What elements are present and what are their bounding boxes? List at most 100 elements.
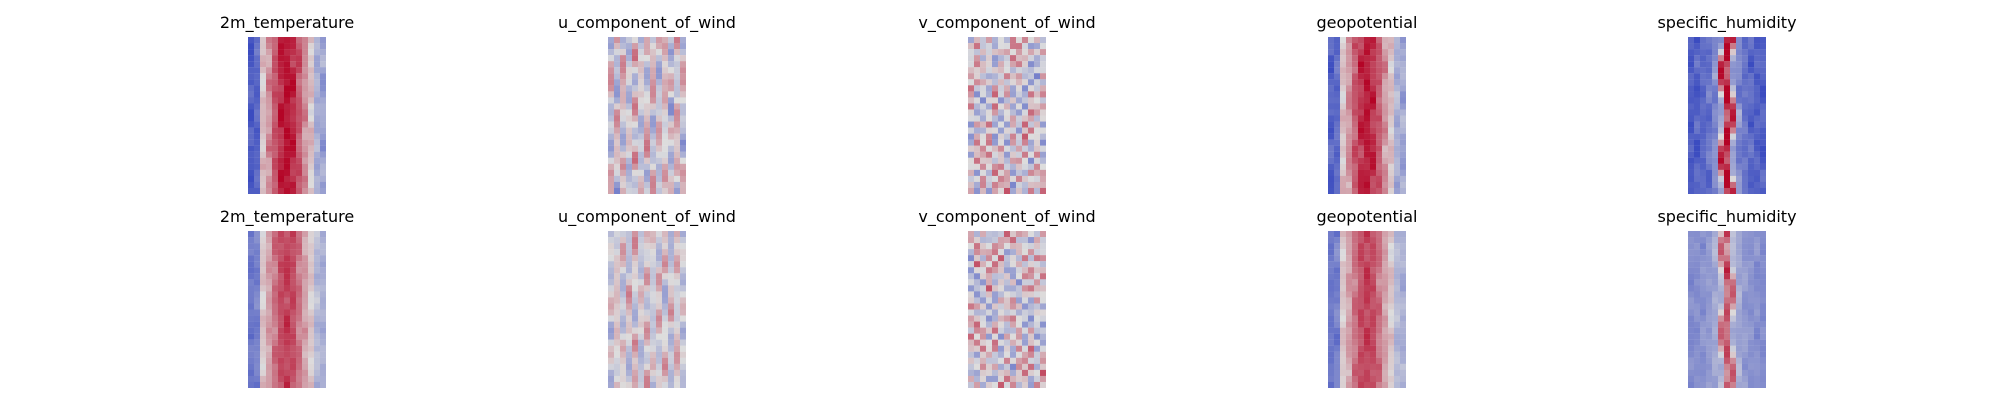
heatmap-cell — [1352, 164, 1358, 170]
heatmap-cell — [1400, 358, 1406, 364]
heatmap-cell — [1328, 285, 1334, 291]
heatmap-cell — [1724, 158, 1730, 164]
heatmap-cell — [1742, 273, 1748, 279]
heatmap-cell — [1760, 73, 1766, 79]
heatmap-cell — [1748, 164, 1754, 170]
heatmap-cell — [1748, 55, 1754, 61]
heatmap-cell — [272, 43, 278, 49]
heatmap-cell — [1742, 79, 1748, 85]
heatmap-cell — [1334, 73, 1340, 79]
heatmap-cell — [1370, 152, 1376, 158]
heatmap-cell — [1358, 303, 1364, 309]
heatmap-cell — [974, 164, 980, 170]
heatmap-cell — [1034, 49, 1040, 55]
heatmap-cell — [644, 55, 650, 61]
heatmap-cell — [1334, 316, 1340, 322]
heatmap-cell — [1736, 146, 1742, 152]
heatmap-cell — [1028, 55, 1034, 61]
heatmap-cell — [998, 243, 1004, 249]
heatmap-cell — [614, 285, 620, 291]
heatmap-cell — [1370, 316, 1376, 322]
heatmap-cell — [1016, 128, 1022, 134]
heatmap-cell — [1760, 146, 1766, 152]
heatmap-cell — [1334, 273, 1340, 279]
heatmap-cell — [1694, 85, 1700, 91]
heatmap-cell — [1712, 237, 1718, 243]
heatmap-cell — [680, 261, 686, 267]
heatmap-cell — [1760, 279, 1766, 285]
heatmap-cell — [656, 310, 662, 316]
panel-title: geopotential — [1237, 207, 1497, 227]
heatmap-cell — [632, 237, 638, 243]
heatmap-cell — [668, 85, 674, 91]
heatmap-cell — [1736, 37, 1742, 43]
heatmap-cell — [980, 73, 986, 79]
heatmap-cell — [1700, 134, 1706, 140]
heatmap-cell — [266, 303, 272, 309]
heatmap-cell — [998, 128, 1004, 134]
heatmap-cell — [608, 273, 614, 279]
heatmap-cell — [296, 85, 302, 91]
heatmap-cell — [1736, 188, 1742, 194]
heatmap-cell — [1370, 49, 1376, 55]
heatmap-cell — [1700, 322, 1706, 328]
heatmap-cell — [1382, 291, 1388, 297]
heatmap-cell — [1334, 91, 1340, 97]
heatmap-cell — [632, 43, 638, 49]
heatmap-cell — [1760, 158, 1766, 164]
heatmap-cell — [1400, 128, 1406, 134]
heatmap-cell — [1754, 364, 1760, 370]
heatmap-cell — [968, 140, 974, 146]
heatmap-cell — [1004, 188, 1010, 194]
heatmap-cell — [1040, 243, 1046, 249]
heatmap-cell — [320, 103, 326, 109]
heatmap-cell — [1340, 55, 1346, 61]
heatmap-cell — [1736, 273, 1742, 279]
heatmap-cell — [284, 73, 290, 79]
heatmap-cell — [1034, 79, 1040, 85]
heatmap-cell — [1748, 97, 1754, 103]
heatmap-cell — [302, 340, 308, 346]
heatmap-cell — [278, 128, 284, 134]
heatmap-cell — [1022, 128, 1028, 134]
heatmap-cell — [314, 352, 320, 358]
heatmap-cell — [680, 328, 686, 334]
heatmap-cell — [1754, 152, 1760, 158]
heatmap-cell — [1730, 279, 1736, 285]
heatmap-cell — [1340, 164, 1346, 170]
heatmap-cell — [1328, 297, 1334, 303]
heatmap-cell — [296, 122, 302, 128]
heatmap-cell — [1010, 310, 1016, 316]
heatmap-cell — [266, 61, 272, 67]
heatmap-cell — [1346, 61, 1352, 67]
heatmap-cell — [1694, 285, 1700, 291]
heatmap-cell — [680, 109, 686, 115]
heatmap-cell — [314, 67, 320, 73]
heatmap-cell — [284, 237, 290, 243]
heatmap-cell — [968, 267, 974, 273]
heatmap-cell — [674, 158, 680, 164]
heatmap-cell — [1724, 43, 1730, 49]
heatmap-cell — [248, 85, 254, 91]
heatmap-cell — [620, 291, 626, 297]
heatmap-cell — [1028, 176, 1034, 182]
heatmap-cell — [674, 37, 680, 43]
heatmap-cell — [674, 122, 680, 128]
heatmap-cell — [1736, 279, 1742, 285]
heatmap-cell — [1688, 291, 1694, 297]
heatmap-cell — [1754, 322, 1760, 328]
heatmap-cell — [1022, 97, 1028, 103]
heatmap-cell — [1370, 122, 1376, 128]
heatmap-cell — [620, 273, 626, 279]
heatmap-cell — [1760, 376, 1766, 382]
heatmap-cell — [608, 358, 614, 364]
heatmap-cell — [632, 346, 638, 352]
heatmap-cell — [290, 103, 296, 109]
heatmap-cell — [302, 310, 308, 316]
heatmap-cell — [1328, 152, 1334, 158]
heatmap-cell — [308, 128, 314, 134]
heatmap-cell — [608, 261, 614, 267]
heatmap-cell — [1364, 358, 1370, 364]
heatmap-cell — [1040, 128, 1046, 134]
